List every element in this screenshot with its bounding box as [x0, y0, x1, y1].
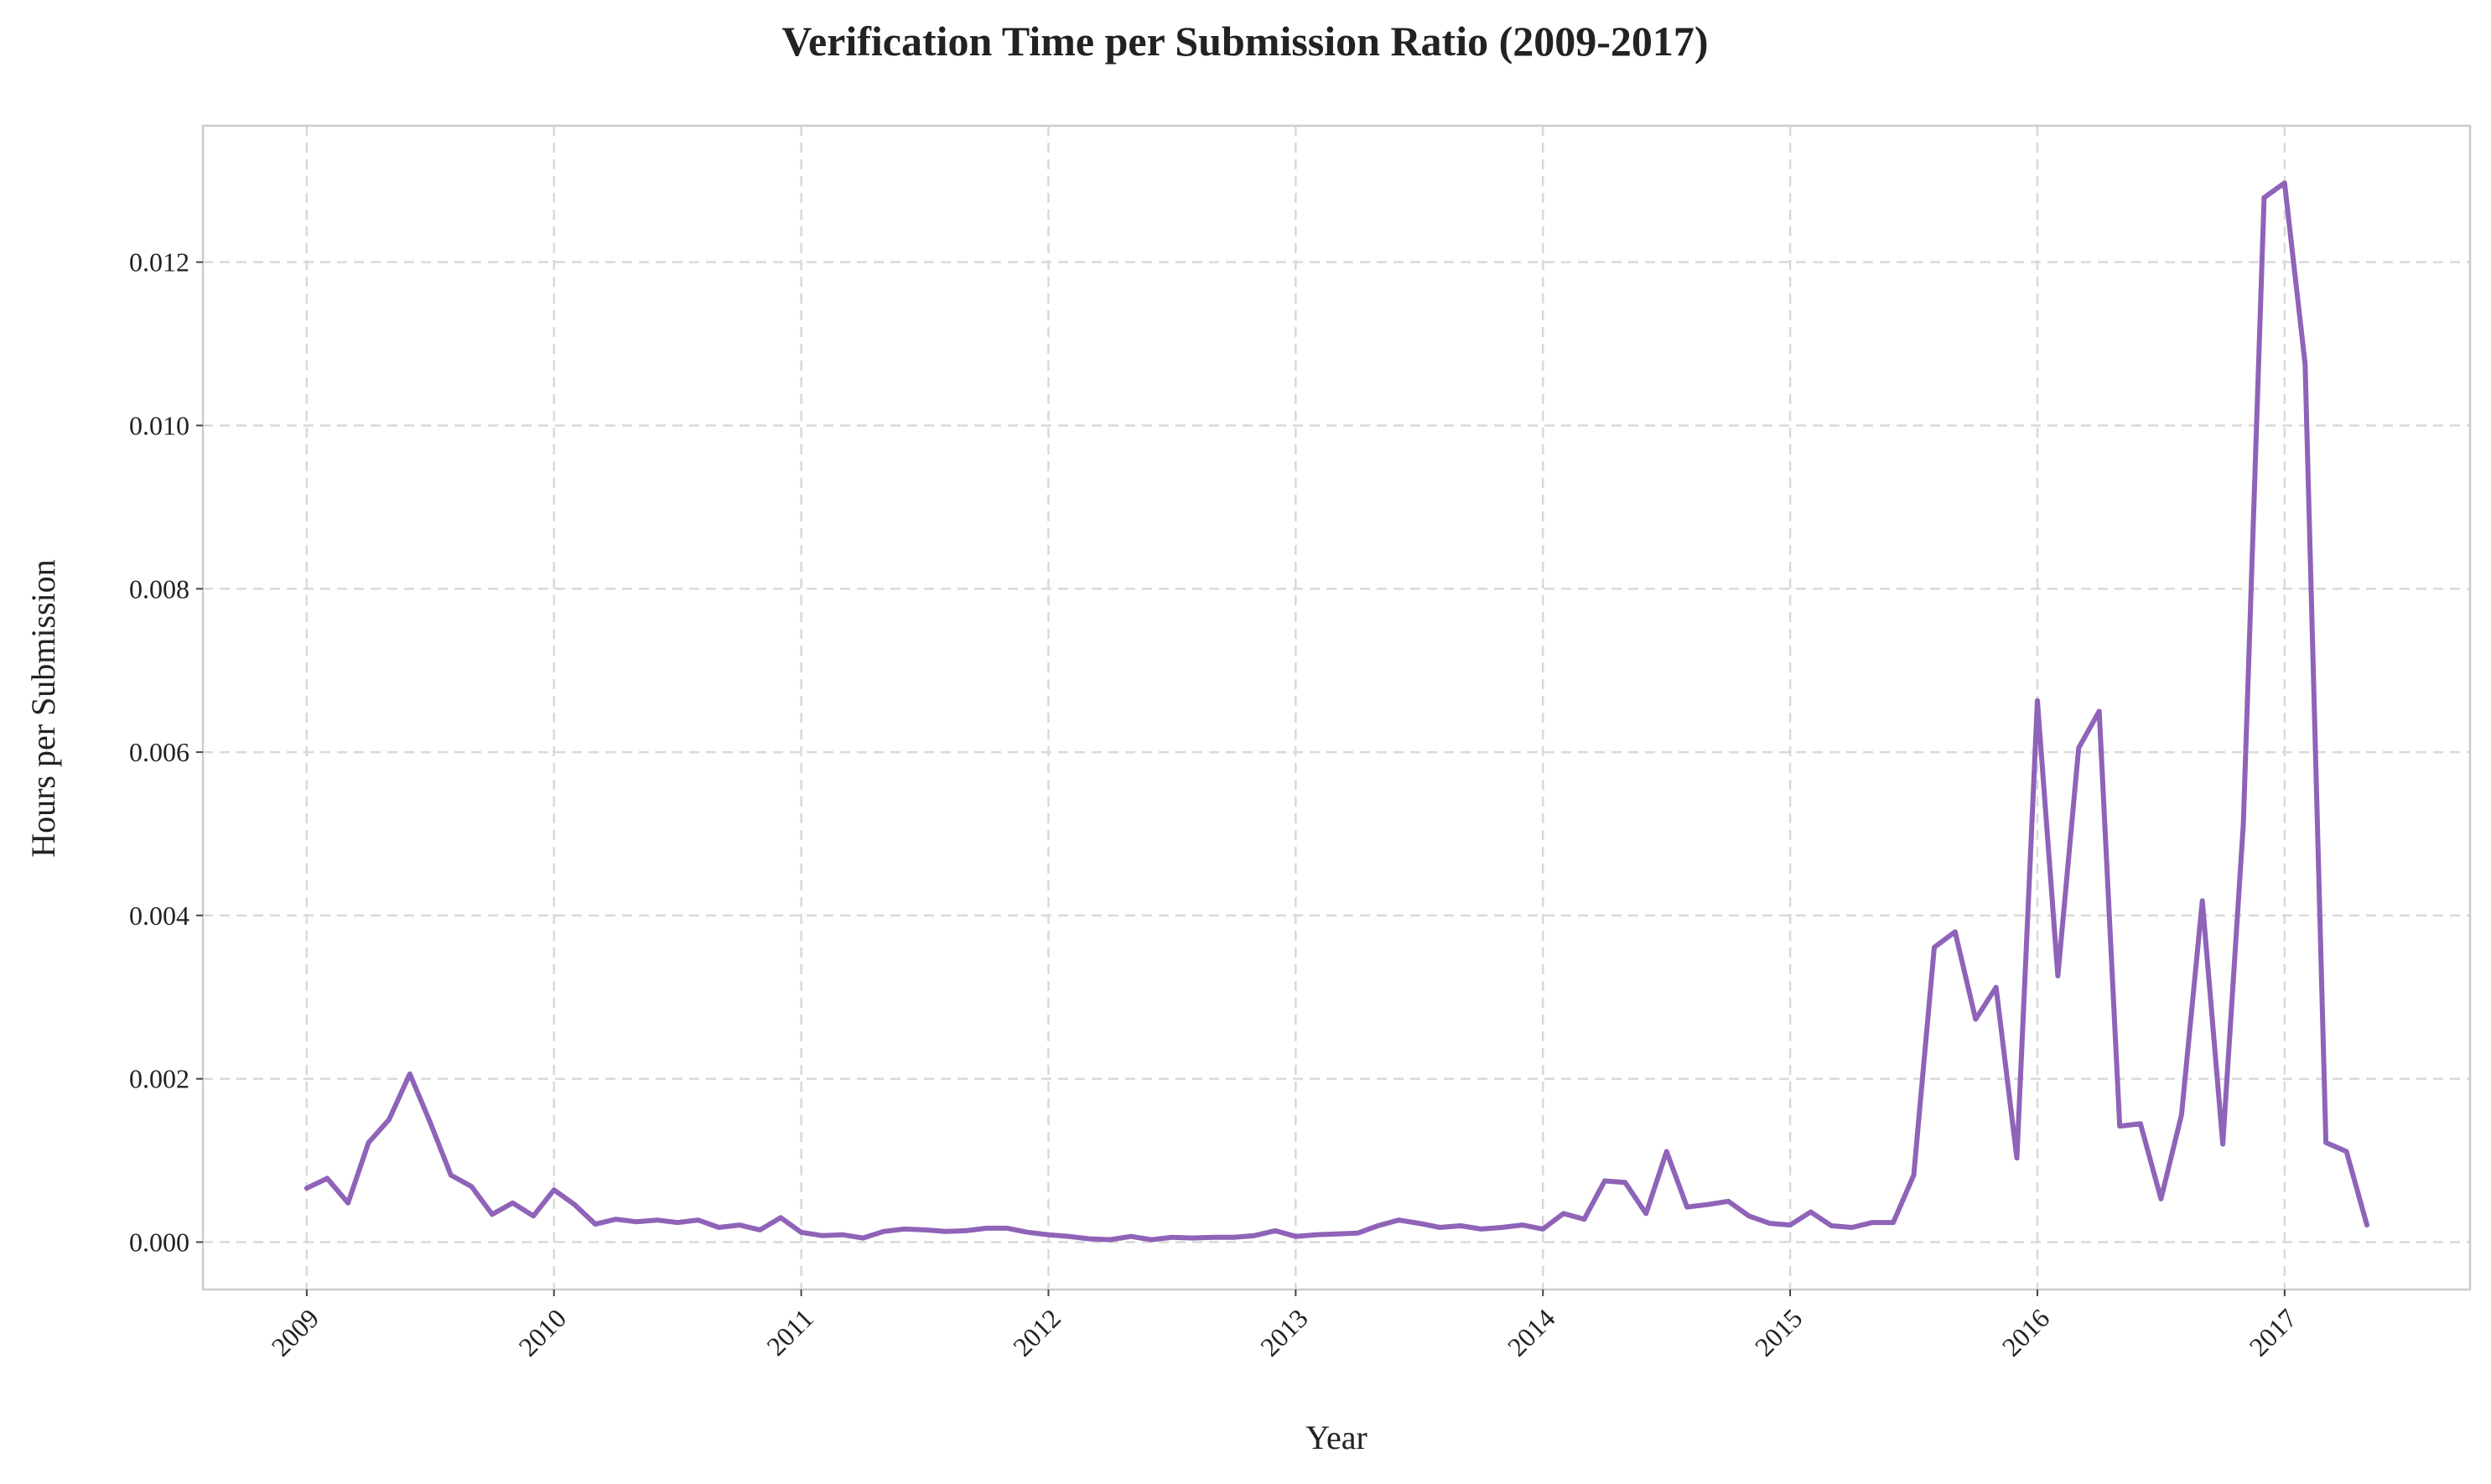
- x-tick-label: 2012: [1007, 1303, 1066, 1362]
- y-tick-label: 0.002: [129, 1064, 189, 1094]
- y-tick-label: 0.004: [129, 900, 189, 931]
- y-tick-label: 0.012: [129, 247, 189, 278]
- x-tick-label: 2015: [1749, 1303, 1809, 1362]
- x-tick-label: 2013: [1254, 1303, 1314, 1362]
- x-tick-label: 2016: [1996, 1303, 2056, 1362]
- y-tick-label: 0.008: [129, 573, 189, 604]
- y-tick-label: 0.000: [129, 1227, 189, 1258]
- x-axis-label: Year: [1305, 1419, 1367, 1456]
- chart-title: Verification Time per Submission Ratio (…: [781, 18, 1708, 65]
- plot-frame: [201, 124, 2472, 1291]
- x-tick-label: 2014: [1502, 1303, 1561, 1362]
- x-tick-label: 2010: [512, 1303, 572, 1362]
- y-axis-ticks: 0.000 0.002 0.004 0.006 0.008 0.010 0.012: [129, 247, 203, 1258]
- series-line: [304, 180, 2369, 1243]
- series-layer: [304, 180, 2369, 1243]
- y-axis-label: Hours per Submission: [24, 559, 62, 858]
- y-tick-label: 0.006: [129, 737, 189, 767]
- grid-lines: [203, 126, 2470, 1289]
- x-axis-ticks: 2009 2010 2011 2012 2013 2014 2015 2016 2017: [265, 1289, 2302, 1362]
- y-tick-label: 0.010: [129, 410, 189, 440]
- x-tick-label: 2017: [2243, 1303, 2302, 1362]
- x-tick-label: 2009: [265, 1303, 324, 1362]
- x-tick-label: 2011: [760, 1303, 819, 1362]
